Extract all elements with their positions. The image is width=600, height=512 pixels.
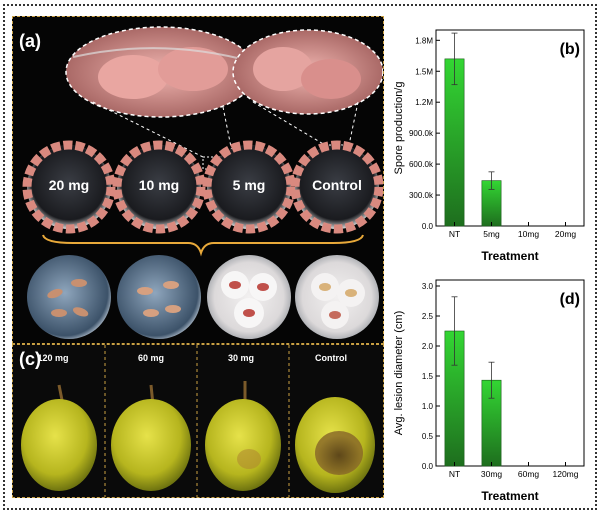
chart-d-svg: 0.0 0.5 1.0 1.5 2.0 2.5 3.0 NT 30mg 60mg 120mg Trea… xyxy=(393,279,585,503)
dish-label-control: Control xyxy=(312,177,362,193)
chart-b: 0.0 300.0k 600.0k 900.0k 1.2M 1.5M 1.8M NT 5mg 10… xyxy=(386,18,594,269)
x-tick-label: 120mg xyxy=(553,469,579,479)
x-axis-label: Treatment xyxy=(481,489,538,503)
y-tick-label: 1.2M xyxy=(415,98,433,107)
panel-c-illustration xyxy=(21,345,375,497)
x-tick-label: 20mg xyxy=(555,229,577,239)
y-tick-label: 0.0 xyxy=(422,222,434,231)
bracket xyxy=(42,234,364,257)
fruit-dividers xyxy=(104,345,290,497)
y-tick-label: 600.0k xyxy=(409,160,434,169)
dish-label-20mg: 20 mg xyxy=(48,177,90,193)
y-tick-label: 1.8M xyxy=(415,36,433,45)
panel-a-illustration xyxy=(22,26,384,339)
figure-border xyxy=(3,4,597,510)
panel-a-label: (a) xyxy=(19,31,41,51)
x-axis-label: Treatment xyxy=(481,249,538,263)
zoom-connectors xyxy=(92,101,359,158)
dish-label-5mg: 5 mg xyxy=(232,177,266,193)
y-tick-label: 2.0 xyxy=(422,342,434,351)
y-axis-label: Spore production/g xyxy=(393,82,405,175)
x-tick-label: 30mg xyxy=(481,469,503,479)
seed-dishes xyxy=(22,140,384,234)
y-tick-label: 1.5 xyxy=(422,372,434,381)
y-tick-label: 3.0 xyxy=(422,282,434,291)
culture-plates xyxy=(27,255,379,339)
chart-d: 0.0 0.5 1.0 1.5 2.0 2.5 3.0 NT 30mg 60mg 120mg Trea… xyxy=(386,268,594,509)
panel-c-label: (c) xyxy=(19,349,41,369)
fruit-label-120mg: 120 mg xyxy=(37,353,69,363)
x-tick-label: 10mg xyxy=(518,229,540,239)
panel-c-photo: (c) 120 mg 60 mg 30 mg Control xyxy=(12,344,384,498)
chart-b-svg: 0.0 300.0k 600.0k 900.0k 1.2M 1.5M 1.8M NT 5mg 10… xyxy=(393,29,585,263)
fruit-label-30mg: 30 mg xyxy=(227,353,254,363)
y-tick-label: 1.5M xyxy=(415,67,433,76)
y-axis-label: Avg. lesion diameter (cm) xyxy=(393,311,405,436)
fruit-label-60mg: 60 mg xyxy=(137,353,164,363)
y-tick-label: 300.0k xyxy=(409,191,434,200)
y-tick-label: 1.0 xyxy=(422,402,434,411)
zoom-ellipse-right xyxy=(232,29,384,115)
panel-a-photo: (a) 20 mg 10 mg 5 mg Control xyxy=(12,16,384,344)
y-tick-label: 2.5 xyxy=(422,312,434,321)
dish-label-10mg: 10 mg xyxy=(138,177,180,193)
zoom-ellipse-left xyxy=(65,26,257,118)
y-tick-label: 0.0 xyxy=(422,462,434,471)
x-tick-label: NT xyxy=(449,469,460,479)
x-tick-label: 60mg xyxy=(518,469,540,479)
x-tick-label: NT xyxy=(449,229,460,239)
y-tick-label: 900.0k xyxy=(409,129,434,138)
panel-label: (b) xyxy=(560,41,580,58)
fruit-label-control: Control xyxy=(315,353,347,363)
x-tick-label: 5mg xyxy=(483,229,500,239)
y-tick-label: 0.5 xyxy=(422,432,434,441)
fruits xyxy=(21,381,375,493)
panel-label: (d) xyxy=(560,291,580,308)
